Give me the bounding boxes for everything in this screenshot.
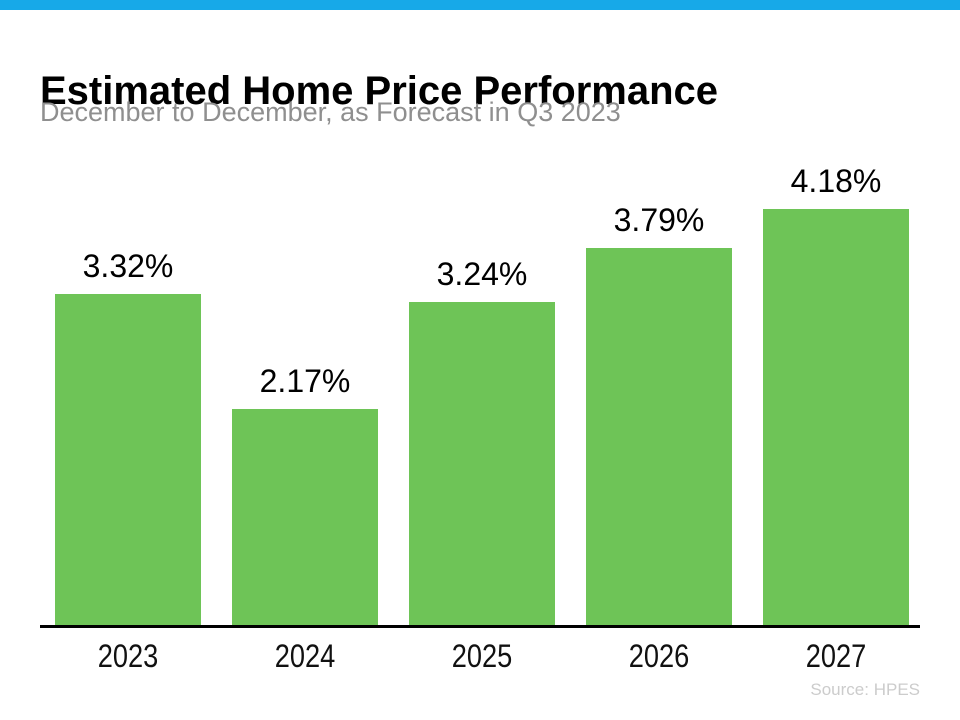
bar [763, 208, 909, 625]
page-subtitle: December to December, as Forecast in Q3 … [40, 97, 621, 127]
x-axis-label: 2027 [805, 638, 867, 674]
source-credit: Source: HPES [810, 680, 920, 699]
bar [409, 302, 555, 625]
page-title: Estimated Home Price Performance [40, 68, 719, 113]
x-axis-label: 2024 [274, 638, 336, 674]
bar [232, 408, 378, 625]
value-label: 3.24% [436, 256, 528, 293]
plot-area: 3.32% 2.17% 3.24% 3.79% 4.18% [40, 157, 920, 625]
bar [586, 247, 732, 625]
top-accent-bar [0, 0, 960, 10]
x-axis-line [40, 625, 920, 628]
bar-chart: 3.32% 2.17% 3.24% 3.79% 4.18% 2023 2024 2025 20… [40, 157, 920, 677]
value-label: 2.17% [259, 362, 351, 399]
value-label: 4.18% [790, 162, 882, 199]
value-label: 3.32% [82, 248, 174, 285]
x-axis-label: 2023 [97, 638, 159, 674]
x-axis-label: 2025 [451, 638, 513, 674]
value-label: 3.79% [613, 201, 705, 238]
x-axis-label: 2026 [628, 638, 690, 674]
bar [55, 294, 201, 625]
